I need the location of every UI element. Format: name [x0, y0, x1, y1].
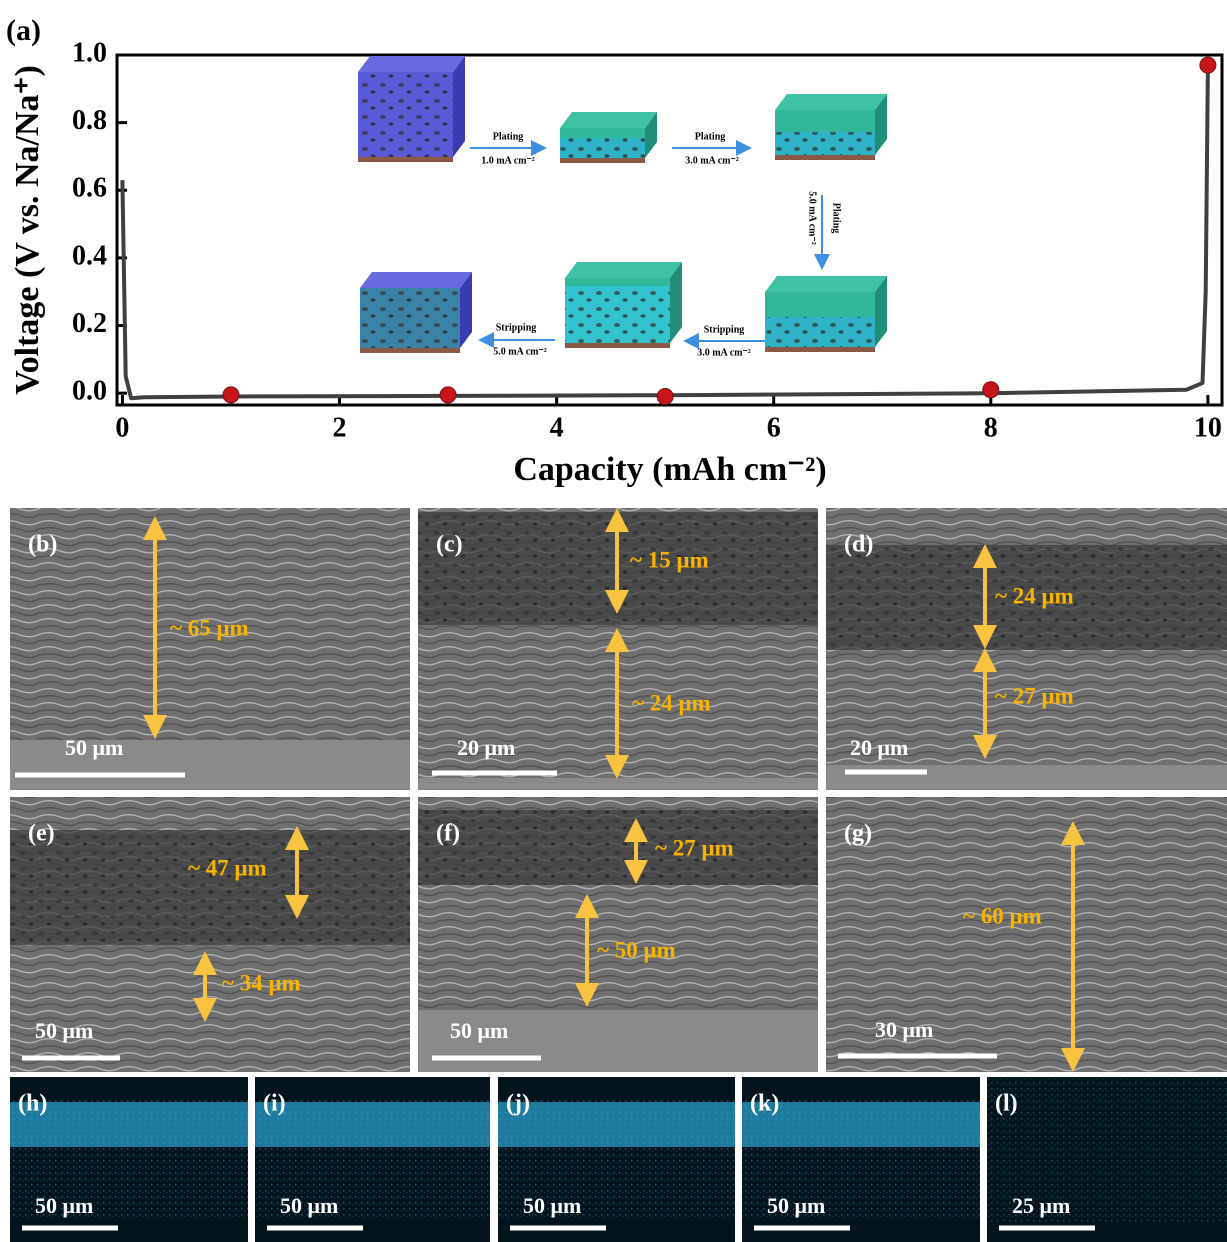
scale-label: 50 μm	[35, 1018, 93, 1043]
y-tick-label: 0.0	[72, 376, 107, 407]
sodium-texture	[10, 830, 410, 945]
sodium-texture	[418, 810, 818, 885]
process-label: Plating	[493, 131, 524, 142]
panel-label: (f)	[436, 821, 460, 847]
panel-label: (i)	[263, 1091, 286, 1117]
substrate	[358, 157, 453, 162]
y-tick-label: 0.2	[72, 308, 107, 339]
cube-texture	[560, 138, 645, 158]
y-tick-label: 0.6	[72, 173, 107, 204]
y-tick-label: 0.8	[72, 105, 107, 136]
scale-label: 50 μm	[35, 1193, 93, 1218]
cube-side	[453, 56, 465, 157]
scale-label: 20 μm	[850, 735, 908, 760]
cube-top	[565, 262, 682, 278]
schematic-inset: Plating 1.0 mA cm⁻² Plating 3.0 mA cm⁻² Plat…	[358, 56, 887, 358]
current-label: 3.0 mA cm⁻²	[685, 155, 739, 166]
figure: (a) Capacity (mAh cm⁻²) Voltage (V vs. N…	[0, 0, 1227, 1242]
panel-label: (j)	[506, 1091, 530, 1117]
state-point	[440, 387, 456, 403]
process-label: Stripping	[704, 324, 745, 335]
cube-texture	[565, 286, 670, 343]
scale-label: 20 μm	[457, 735, 515, 760]
thickness-label: ~ 27 μm	[995, 683, 1074, 708]
cube-top	[560, 112, 657, 128]
scale-label: 50 μm	[523, 1193, 581, 1218]
image-panels: (b) 50 μm ~ 65 μm (c) 20 μm ~ 15 μm ~ 24 μm (d)…	[10, 508, 1227, 1242]
state-point	[657, 389, 673, 405]
thickness-label: ~ 50 μm	[597, 937, 676, 962]
scale-label: 25 μm	[1012, 1193, 1070, 1218]
x-tick-label: 8	[984, 412, 998, 443]
process-label: Plating	[831, 203, 842, 234]
cube-texture	[765, 317, 875, 347]
cube-top	[358, 56, 465, 72]
cube-top	[775, 94, 887, 110]
panel-label: (l)	[995, 1091, 1018, 1117]
thickness-label: ~ 34 μm	[222, 970, 301, 995]
cube-texture	[775, 132, 875, 155]
panel-label: (e)	[28, 821, 55, 847]
panel-label: (c)	[436, 532, 463, 558]
sodium-layer	[765, 292, 875, 317]
y-tick-label: 1.0	[72, 37, 107, 68]
process-label: Plating	[695, 131, 726, 142]
x-tick-label: 10	[1194, 412, 1222, 443]
panel-label: (d)	[844, 532, 873, 558]
cube-top	[360, 272, 472, 288]
cube-top	[765, 276, 887, 292]
sodium-layer	[565, 278, 670, 286]
scale-label: 50 μm	[65, 735, 123, 760]
chart-a: (a) Capacity (mAh cm⁻²) Voltage (V vs. N…	[6, 14, 1222, 488]
x-tick-label: 2	[333, 412, 347, 443]
current-label: 5.0 mA cm⁻²	[807, 191, 818, 245]
thickness-label: ~ 24 μm	[995, 583, 1074, 608]
x-tick-label: 6	[767, 412, 781, 443]
scale-label: 30 μm	[875, 1017, 933, 1042]
panel-label: (g)	[844, 821, 872, 847]
process-label: Stripping	[496, 322, 537, 333]
panel-label: (h)	[18, 1091, 47, 1117]
x-axis-label: Capacity (mAh cm⁻²)	[513, 451, 826, 488]
current-label: 5.0 mA cm⁻²	[493, 346, 547, 357]
current-label: 3.0 mA cm⁻²	[697, 347, 751, 358]
sodium-layer	[775, 110, 875, 132]
substrate	[360, 348, 460, 353]
thickness-label: ~ 24 μm	[632, 690, 711, 715]
thickness-label: ~ 15 μm	[630, 547, 709, 572]
substrate	[565, 343, 670, 348]
scale-label: 50 μm	[280, 1193, 338, 1218]
x-tick-label: 4	[550, 412, 564, 443]
plot-frame	[117, 55, 1222, 405]
state-point	[223, 387, 239, 403]
substrate	[765, 347, 875, 352]
current-label: 1.0 mA cm⁻²	[481, 155, 535, 166]
substrate	[560, 158, 645, 163]
voltage-curve	[122, 65, 1208, 398]
cube-texture	[360, 288, 460, 348]
x-tick-label: 0	[115, 412, 129, 443]
panel-label: (k)	[750, 1091, 779, 1117]
state-point	[983, 382, 999, 398]
thickness-label: ~ 47 μm	[188, 855, 267, 880]
cube-texture	[358, 72, 453, 157]
panel-label: (b)	[28, 532, 57, 558]
thickness-label: ~ 60 μm	[963, 903, 1042, 928]
panel-label: (a)	[6, 14, 41, 47]
substrate	[418, 778, 818, 790]
sodium-layer	[560, 128, 645, 138]
state-point	[1200, 57, 1216, 73]
substrate	[826, 765, 1227, 790]
y-axis-label: Voltage (V vs. Na/Na⁺)	[9, 65, 46, 395]
thickness-label: ~ 65 μm	[170, 615, 249, 640]
scale-label: 50 μm	[767, 1193, 825, 1218]
thickness-label: ~ 27 μm	[655, 835, 734, 860]
substrate	[775, 155, 875, 160]
y-tick-label: 0.4	[72, 240, 107, 271]
scale-label: 50 μm	[450, 1018, 508, 1043]
